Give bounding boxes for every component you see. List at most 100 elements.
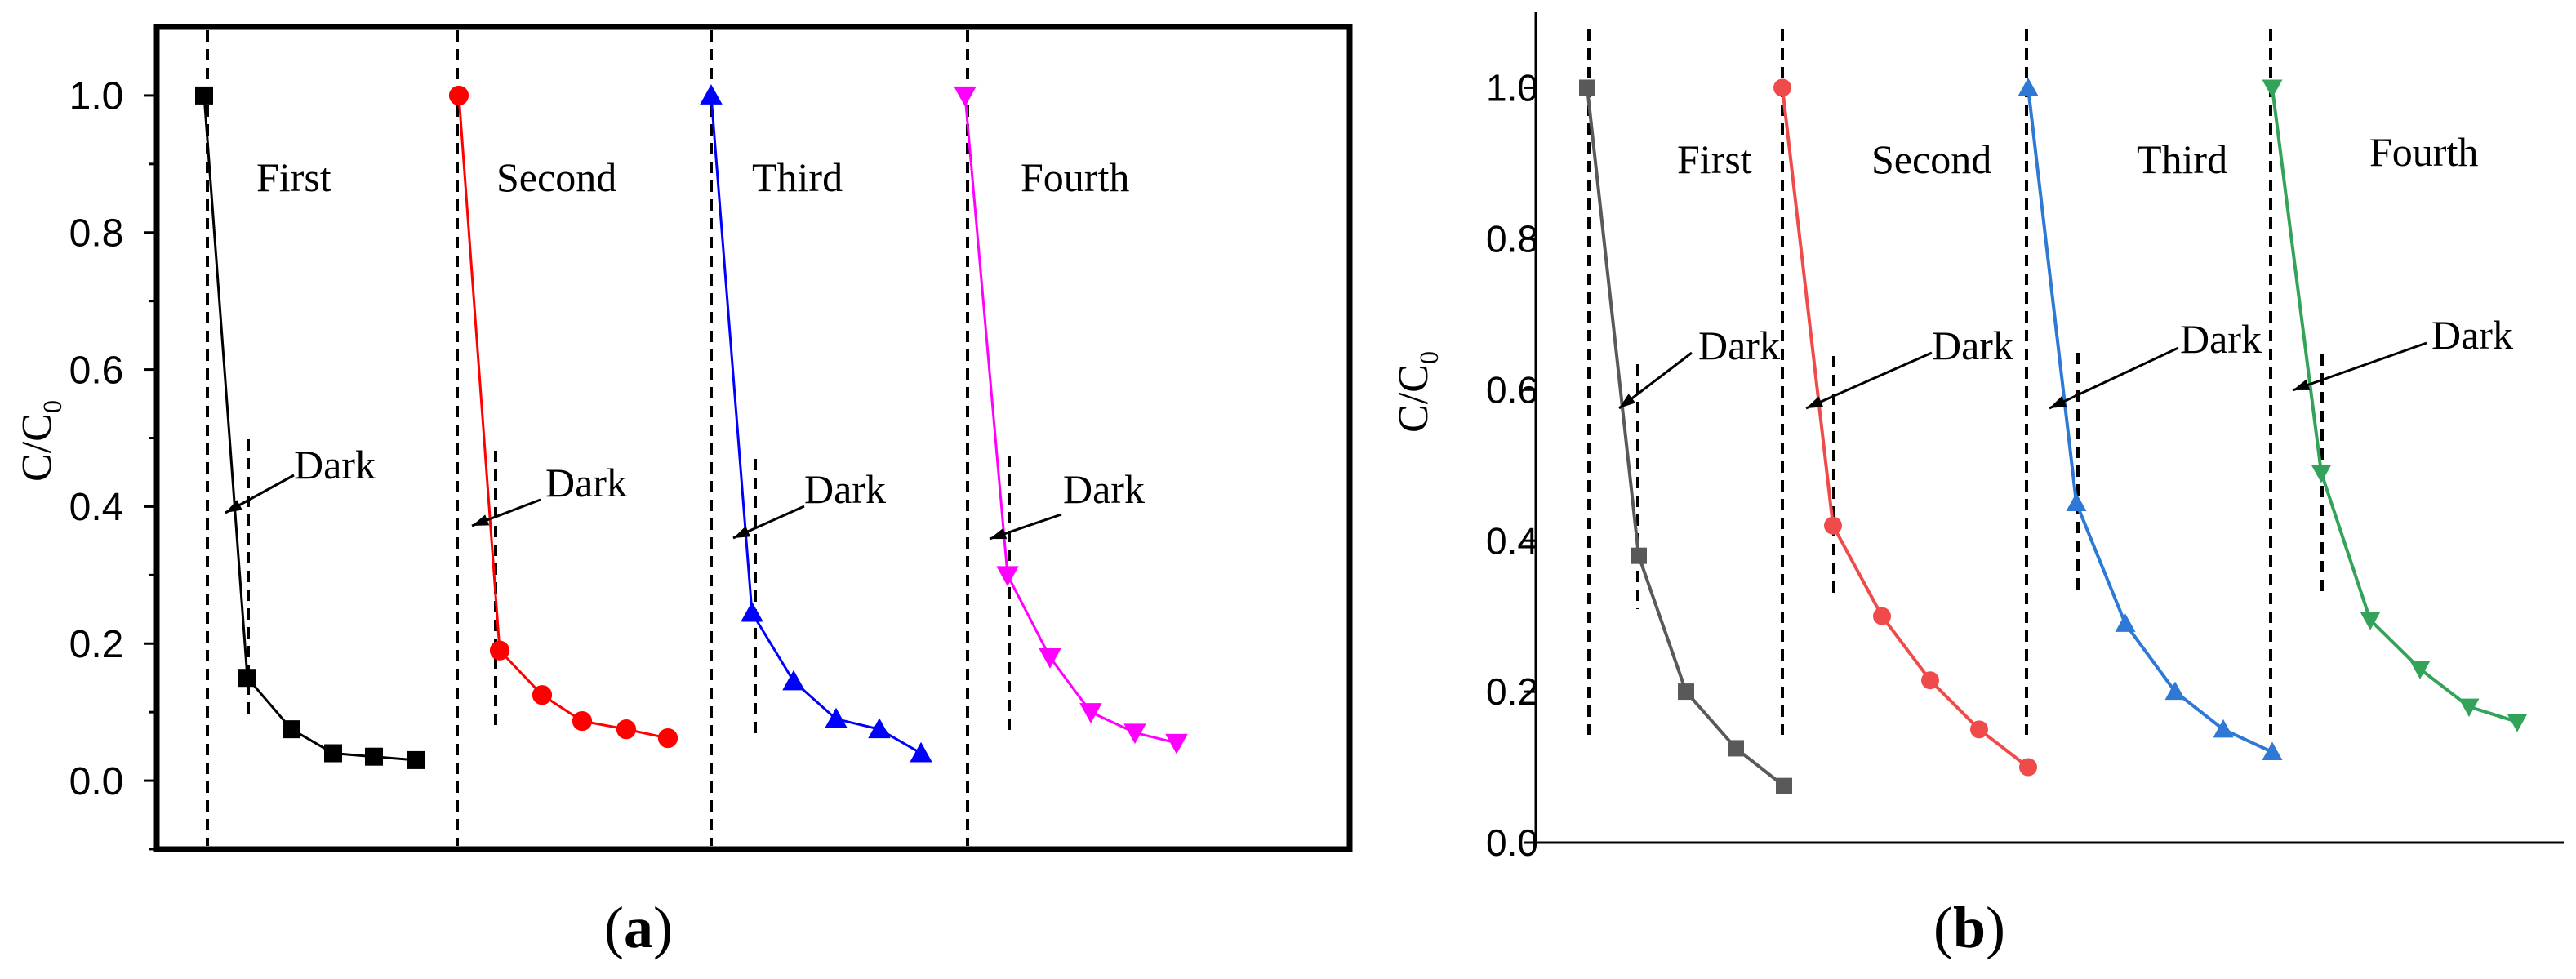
dark-annotation-label: Dark [2180, 316, 2262, 362]
dark-annotation-arrow-head [990, 527, 1008, 540]
data-point [2066, 492, 2087, 511]
dark-annotation-arrow-line [2292, 341, 2427, 392]
data-point [1631, 547, 1647, 564]
dark-annotation-arrow-head [472, 514, 490, 526]
dark-annotation-label: Dark [294, 442, 376, 487]
plot-frame-a [153, 24, 1353, 852]
data-point [324, 744, 342, 763]
data-point [1039, 648, 1061, 669]
data-point [1728, 740, 1744, 757]
data-point [489, 640, 510, 661]
data-point [2507, 714, 2528, 732]
y-tick-label-b: 0.2 [1486, 670, 1538, 713]
data-point [2115, 613, 2136, 632]
series-name-label: Fourth [1021, 154, 1129, 200]
series-name-label: First [1677, 136, 1752, 182]
y-tick-label-a: 1.0 [69, 75, 124, 118]
y-tick-label-b: 1.0 [1486, 67, 1538, 109]
data-point [1579, 79, 1595, 96]
y-tick-label-a: 0.8 [69, 212, 124, 256]
series-line [1586, 87, 1786, 788]
y-tick-label-a: 0.2 [69, 623, 124, 666]
series-second-a: Second Dark [448, 30, 678, 846]
series-third-a: Third Dark [700, 30, 932, 846]
data-point [407, 750, 425, 769]
dark-annotation-label: Dark [2431, 312, 2513, 358]
data-point [1970, 720, 1988, 739]
data-point [825, 707, 848, 728]
data-point [1776, 777, 1792, 794]
y-axis-label-b: C/C0 [1390, 351, 1444, 433]
data-point [2360, 612, 2381, 630]
y-tick-label-a: 0.6 [69, 349, 124, 392]
data-point [238, 669, 256, 688]
dark-annotation-arrow-line [2049, 346, 2179, 410]
data-point [2262, 741, 2283, 761]
y-tick-label-b: 0.0 [1486, 821, 1538, 864]
data-point [868, 718, 891, 739]
dark-annotation-arrow-head [2049, 396, 2067, 408]
data-point [1773, 78, 1791, 97]
panel-b-chart: 0.0 0.2 0.4 0.6 0.8 1.0 C/C0 First Dark Second Dar… [1390, 12, 2564, 960]
series-name-label: First [256, 154, 331, 200]
dark-annotation-label: Dark [1063, 466, 1145, 512]
data-point [2262, 79, 2283, 98]
data-point [2164, 681, 2186, 701]
data-point [448, 85, 469, 106]
data-point [616, 719, 637, 740]
dark-annotation-arrow-head [733, 526, 751, 538]
y-tick-label-b: 0.8 [1486, 217, 1538, 260]
dark-annotation-arrow-line [1805, 351, 1933, 410]
series-fourth-b: Fourth Dark [2262, 29, 2528, 735]
series-name-label: Third [752, 154, 843, 200]
data-point [2409, 661, 2431, 679]
data-point [996, 566, 1019, 587]
series-name-label: Fourth [2369, 129, 2478, 175]
y-tick-label-a: 0.4 [69, 486, 124, 529]
data-point [365, 747, 383, 766]
y-tick-label-b: 0.4 [1486, 519, 1538, 562]
series-line [2027, 87, 2273, 754]
dark-annotation-arrow-head [1806, 396, 1824, 408]
data-point [2018, 77, 2039, 96]
data-point [657, 728, 678, 749]
panel-label-b: (b) [1933, 895, 2005, 960]
dark-annotation-arrow-head [1619, 394, 1636, 408]
series-first-a: First Dark [195, 30, 425, 846]
data-point [2213, 719, 2234, 738]
dark-annotation-label: Dark [545, 460, 627, 505]
dark-annotation-label: Dark [1932, 323, 2013, 368]
data-point [1824, 516, 1842, 535]
data-point [700, 84, 723, 105]
data-point [741, 601, 763, 622]
series-fourth-a: Fourth Dark [954, 30, 1188, 846]
dark-annotation-label: Dark [804, 466, 886, 512]
dark-annotation-arrow-head [225, 500, 242, 513]
data-point [782, 670, 805, 691]
dark-annotation-arrow-head [2293, 379, 2311, 390]
data-point [1678, 683, 1694, 701]
data-point [572, 710, 593, 732]
series-first-b: First Dark [1579, 29, 1792, 794]
series-third-b: Third Dark [2018, 29, 2283, 761]
data-point [195, 86, 213, 105]
data-point [283, 720, 300, 739]
series-name-label: Third [2137, 136, 2227, 182]
data-point [1079, 703, 1102, 723]
panel-a-chart: 0.0 0.2 0.4 0.6 0.8 1.0 C/C0 First Dark Second Dar… [14, 24, 1353, 960]
data-point [1165, 733, 1188, 754]
data-point [2311, 464, 2332, 483]
data-point [2458, 698, 2480, 718]
series-name-label: Second [1871, 136, 1991, 182]
panel-label-a: (a) [604, 895, 673, 960]
series-second-b: Second Dark [1773, 29, 2037, 777]
series-line [1781, 87, 2030, 769]
data-point [2019, 758, 2037, 777]
series-name-label: Second [496, 154, 616, 200]
data-point [910, 741, 932, 763]
data-point [1123, 723, 1146, 745]
y-tick-label-a: 0.0 [69, 760, 124, 803]
y-tick-label-b: 0.6 [1486, 368, 1538, 411]
data-point [954, 86, 977, 107]
